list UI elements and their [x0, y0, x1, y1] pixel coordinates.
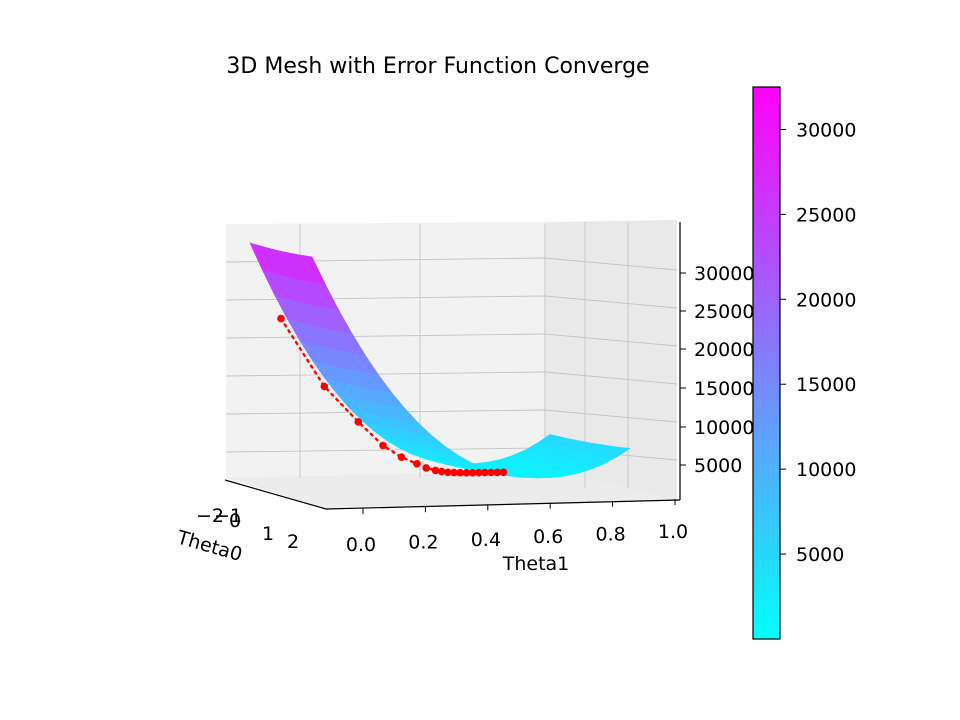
- convergence-point: [462, 469, 471, 477]
- theta1-tick-label: 0.0: [346, 534, 376, 556]
- error-surface: [249, 242, 631, 479]
- axis-ticks: 0.0 0.2 0.4 0.6 0.8 1.0−2−101 2500010000150002…: [196, 263, 754, 556]
- colorbar-tick-label: 20000: [796, 289, 856, 311]
- theta1-axis-label: Theta1: [502, 553, 570, 575]
- convergence-point: [450, 468, 458, 477]
- colorbar: 5000 10000 15000 20000 25000 30000: [752, 86, 856, 640]
- colorbar-ticks: 5000 10000 15000 20000 25000 30000: [780, 119, 856, 566]
- theta1-tick-label: 0.8: [595, 524, 625, 546]
- theta0-axis-label: Theta0: [174, 526, 245, 566]
- colorbar-gradient: [752, 86, 781, 640]
- right-pane-gridline: [544, 371, 678, 385]
- right-pane-gridline: [544, 409, 678, 423]
- z-tick-label: 20000: [694, 339, 754, 361]
- colorbar-tick-label: 10000: [796, 459, 856, 481]
- chart-title: 3D Mesh with Error Function Converge: [226, 54, 649, 79]
- theta0-tick-label: −2: [196, 505, 224, 527]
- colorbar-tick-label: 5000: [796, 544, 844, 566]
- colorbar-tick-label: 25000: [796, 204, 856, 226]
- theta1-tick-label: 0.4: [471, 529, 501, 551]
- convergence-point: [320, 382, 329, 391]
- convergence-point: [456, 468, 465, 477]
- convergence-point: [431, 466, 440, 475]
- convergence-point: [379, 441, 387, 450]
- convergence-point: [475, 468, 483, 477]
- convergence-point: [468, 469, 477, 477]
- convergence-point: [481, 468, 489, 477]
- right-pane: [545, 220, 677, 500]
- back-pane-gridline: [225, 447, 546, 453]
- theta1-tick-label: 0.6: [533, 526, 563, 548]
- back-pane-gridline: [225, 333, 546, 339]
- convergence-path: [277, 314, 508, 477]
- z-tick-label: 10000: [694, 417, 754, 439]
- z-tick-label: 15000: [694, 378, 754, 400]
- convergence-point: [422, 464, 431, 472]
- colorbar-tick-label: 30000: [796, 119, 856, 141]
- theta1-tick-label: 1.0: [658, 521, 688, 543]
- floor-pane: [226, 470, 677, 508]
- convergence-point: [354, 418, 363, 426]
- convergence-point: [277, 314, 285, 323]
- convergence-point: [493, 468, 502, 477]
- back-pane-gridline: [225, 371, 546, 377]
- convergence-point: [444, 468, 452, 477]
- theta0-tick-label: 0: [229, 510, 241, 532]
- right-pane-gridline: [544, 257, 678, 271]
- convergence-point: [499, 468, 508, 477]
- right-pane-gridline: [544, 333, 678, 347]
- axis-lines: [224, 222, 681, 510]
- colorbar-tick-label: 15000: [796, 374, 856, 396]
- z-tick-label: 25000: [694, 301, 754, 323]
- theta0-tick-label: −1: [214, 505, 242, 527]
- z-tick-label: 30000: [694, 263, 754, 285]
- surface-patch: [610, 447, 631, 458]
- theta1-tick-label: 0.2: [408, 531, 438, 553]
- theta0-tick-label: 1: [262, 523, 274, 545]
- convergence-point: [437, 467, 446, 476]
- theta0-axis-line: [224, 479, 327, 510]
- convergence-point: [397, 453, 406, 462]
- theta1-axis-line: [325, 499, 681, 510]
- z-tick-label: 5000: [694, 455, 742, 477]
- convergence-point: [487, 468, 495, 477]
- theta0-tick-label: 2: [287, 531, 299, 553]
- convergence-point: [413, 460, 421, 468]
- right-pane-gridline: [544, 295, 678, 309]
